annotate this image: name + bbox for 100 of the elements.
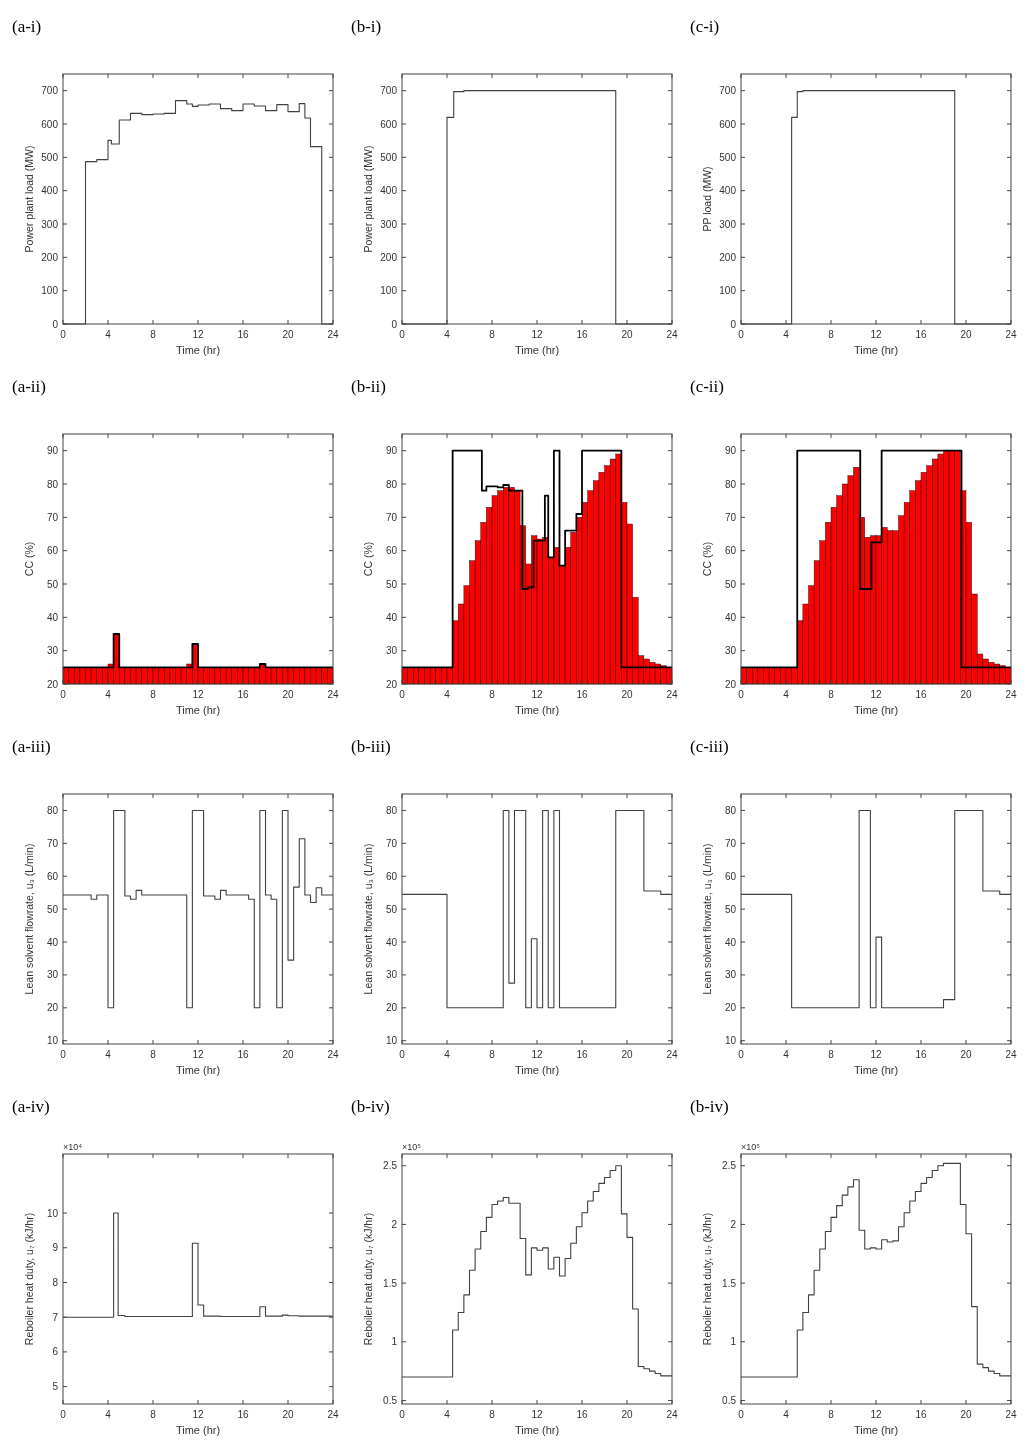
x-tick-label: 0 [60, 689, 67, 700]
x-tick-label: 4 [783, 329, 790, 340]
y-tick-label: 60 [46, 545, 59, 557]
y-axis-title: Reboiler heat duty, u₇ (kJ/hr) [701, 1212, 713, 1346]
x-tick-label: 24 [327, 1049, 339, 1060]
y-tick-label: 70 [46, 837, 59, 849]
y-axis-title: CC (%) [362, 541, 374, 577]
x-tick-label: 12 [870, 1049, 882, 1060]
y-tick-label: 300 [380, 218, 398, 230]
chart-title: (a-ii) [12, 377, 46, 396]
x-tick-label: 16 [915, 1049, 927, 1060]
x-tick-label: 20 [960, 1409, 972, 1420]
x-tick-label: 0 [738, 1049, 745, 1060]
x-tick-label: 16 [915, 329, 927, 340]
chart-title: (b-i) [351, 17, 382, 36]
y-tick-label: 60 [385, 545, 398, 557]
x-tick-label: 4 [105, 1409, 112, 1420]
x-tick-label: 4 [783, 1409, 790, 1420]
y-tick-label: 400 [719, 185, 737, 197]
x-axis-title: Time (hr) [514, 1424, 560, 1436]
y-tick-label: 60 [46, 870, 59, 882]
y-tick-label: 40 [46, 611, 59, 623]
chart-title: (c-iii) [690, 737, 729, 756]
x-tick-label: 4 [444, 329, 451, 340]
x-tick-label: 20 [282, 1409, 294, 1420]
y-tick-label: 70 [46, 511, 59, 523]
y-tick-label: 200 [719, 251, 737, 263]
y-tick-label: 300 [719, 218, 737, 230]
y-tick-label: 400 [380, 185, 398, 197]
x-axis-title: Time (hr) [853, 1424, 899, 1436]
x-tick-label: 0 [60, 1049, 67, 1060]
x-tick-label: 16 [576, 1409, 588, 1420]
x-tick-label: 16 [915, 689, 927, 700]
y-tick-label: 200 [380, 251, 398, 263]
chart-title: (a-iv) [12, 1097, 50, 1116]
y-tick-label: 80 [46, 804, 59, 816]
y-tick-label: 600 [719, 118, 737, 130]
y-tick-label: 50 [46, 578, 59, 590]
y-tick-label: 1.5 [383, 1277, 398, 1289]
y-tick-label: 100 [41, 285, 59, 297]
x-tick-label: 24 [327, 689, 339, 700]
chart-title: (a-iii) [12, 737, 51, 756]
y-tick-label: 6 [52, 1346, 59, 1358]
x-tick-label: 16 [237, 1409, 249, 1420]
x-tick-label: 4 [105, 329, 112, 340]
y-tick-label: 70 [385, 511, 398, 523]
x-tick-label: 12 [870, 689, 882, 700]
y-tick-label: 70 [724, 511, 737, 523]
x-tick-label: 8 [489, 689, 496, 700]
x-axis-title: Time (hr) [514, 344, 560, 356]
x-tick-label: 0 [399, 689, 406, 700]
y-tick-label: 1.5 [722, 1277, 737, 1289]
y-tick-label: 2 [391, 1218, 398, 1230]
y-axis-title: Power plant load (MW) [362, 145, 374, 253]
x-tick-label: 8 [828, 1409, 835, 1420]
x-tick-label: 24 [666, 689, 678, 700]
x-tick-label: 8 [150, 329, 157, 340]
y-tick-label: 1 [391, 1336, 398, 1348]
x-tick-label: 16 [576, 689, 588, 700]
x-tick-label: 24 [666, 1049, 678, 1060]
x-tick-label: 16 [237, 329, 249, 340]
x-tick-label: 8 [828, 329, 835, 340]
x-tick-label: 8 [150, 1409, 157, 1420]
y-axis-title: CC (%) [23, 541, 35, 577]
x-tick-label: 20 [960, 689, 972, 700]
y-tick-label: 9 [52, 1242, 59, 1254]
y-tick-label: 60 [385, 870, 398, 882]
y-tick-label: 80 [385, 478, 398, 490]
x-tick-label: 12 [531, 1049, 543, 1060]
x-tick-label: 16 [915, 1409, 927, 1420]
x-tick-label: 16 [237, 1049, 249, 1060]
y-tick-label: 10 [46, 1207, 59, 1219]
y-tick-label: 40 [385, 936, 398, 948]
x-axis-title: Time (hr) [514, 704, 560, 716]
y-tick-label: 600 [41, 118, 59, 130]
y-tick-label: 700 [41, 85, 59, 97]
y-tick-label: 0 [52, 318, 59, 330]
y-tick-label: 200 [41, 251, 59, 263]
x-tick-label: 8 [828, 689, 835, 700]
x-tick-label: 8 [489, 1409, 496, 1420]
x-tick-label: 24 [1005, 329, 1017, 340]
x-axis-title: Time (hr) [853, 704, 899, 716]
x-tick-label: 20 [621, 329, 633, 340]
y-tick-label: 30 [724, 969, 737, 981]
y-axis-title: Lean solvent flowrate, u₃ (L/min) [701, 843, 713, 995]
x-tick-label: 12 [192, 689, 204, 700]
text: ×10⁴ [63, 1142, 83, 1152]
x-tick-label: 12 [531, 689, 543, 700]
x-tick-label: 4 [444, 689, 451, 700]
y-tick-label: 20 [385, 678, 398, 690]
x-tick-label: 4 [105, 689, 112, 700]
y-tick-label: 2 [730, 1218, 737, 1230]
y-tick-label: 20 [385, 1002, 398, 1014]
y-tick-label: 0 [391, 318, 398, 330]
chart-title: (c-i) [690, 17, 720, 36]
x-axis-title: Time (hr) [175, 704, 221, 716]
y-tick-label: 50 [724, 903, 737, 915]
y-tick-label: 5 [52, 1381, 59, 1393]
y-tick-label: 40 [724, 611, 737, 623]
x-tick-label: 12 [870, 1409, 882, 1420]
